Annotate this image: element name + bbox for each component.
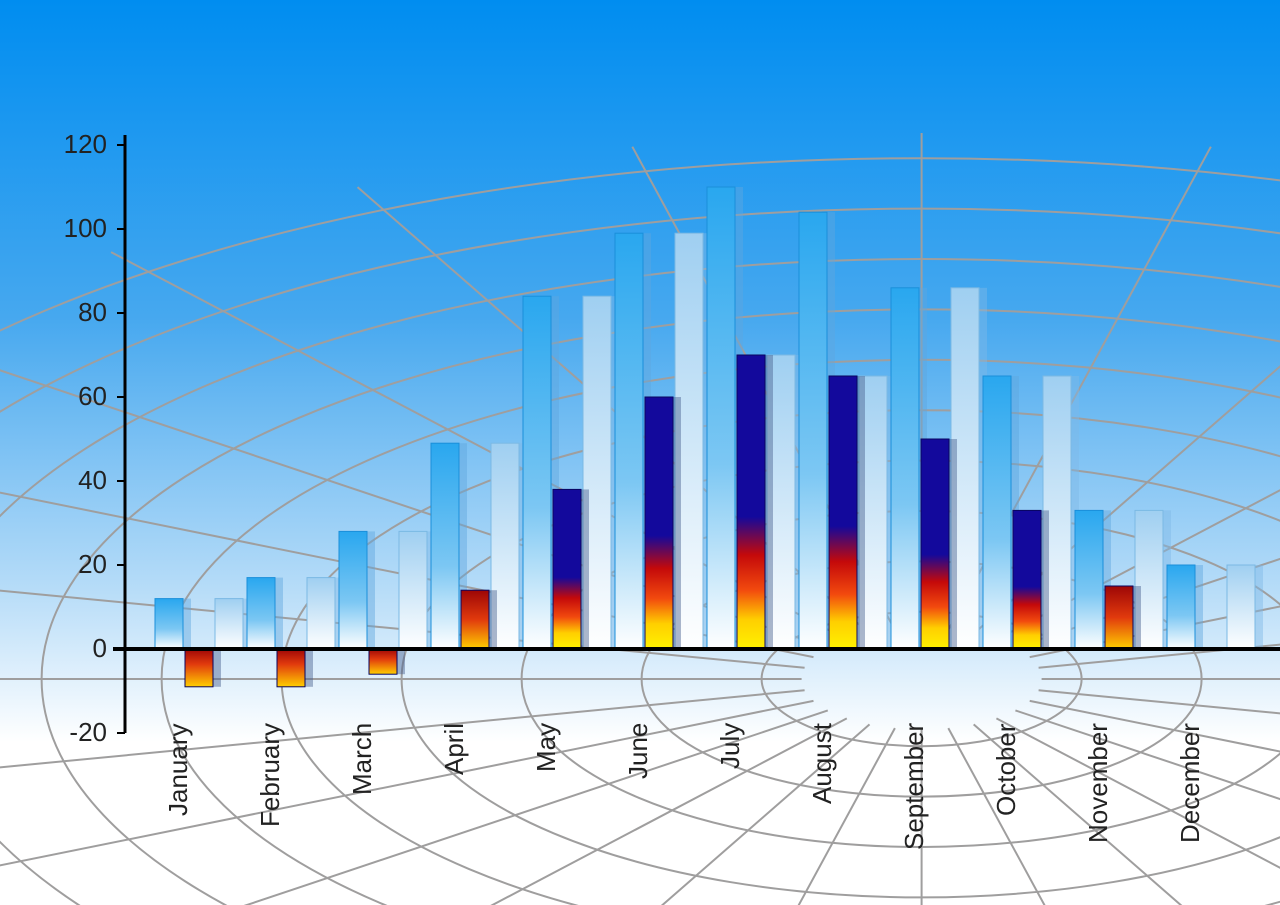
- x-tick-label: August: [807, 723, 838, 804]
- y-tick-label: -20: [0, 717, 107, 748]
- x-tick-label: April: [439, 723, 470, 775]
- x-tick-label: March: [347, 723, 378, 795]
- x-tick-label: May: [531, 723, 562, 772]
- y-tick-label: 60: [0, 381, 107, 412]
- x-tick-label: December: [1175, 723, 1206, 843]
- y-tick-label: 100: [0, 213, 107, 244]
- y-tick-label: 40: [0, 465, 107, 496]
- x-tick-label: September: [899, 723, 930, 850]
- y-tick-label: 80: [0, 297, 107, 328]
- x-tick-label: June: [623, 723, 654, 779]
- y-tick-label: 120: [0, 129, 107, 160]
- chart-canvas: -20 0 20 40 60 80 100 120 January February March A…: [0, 0, 1280, 905]
- x-tick-label: January: [163, 724, 194, 817]
- x-tick-label: November: [1083, 723, 1114, 843]
- y-tick-label: 0: [0, 633, 107, 664]
- y-tick-label: 20: [0, 549, 107, 580]
- x-tick-label: February: [255, 723, 286, 827]
- x-tick-label: October: [991, 724, 1022, 817]
- x-tick-label: July: [715, 723, 746, 769]
